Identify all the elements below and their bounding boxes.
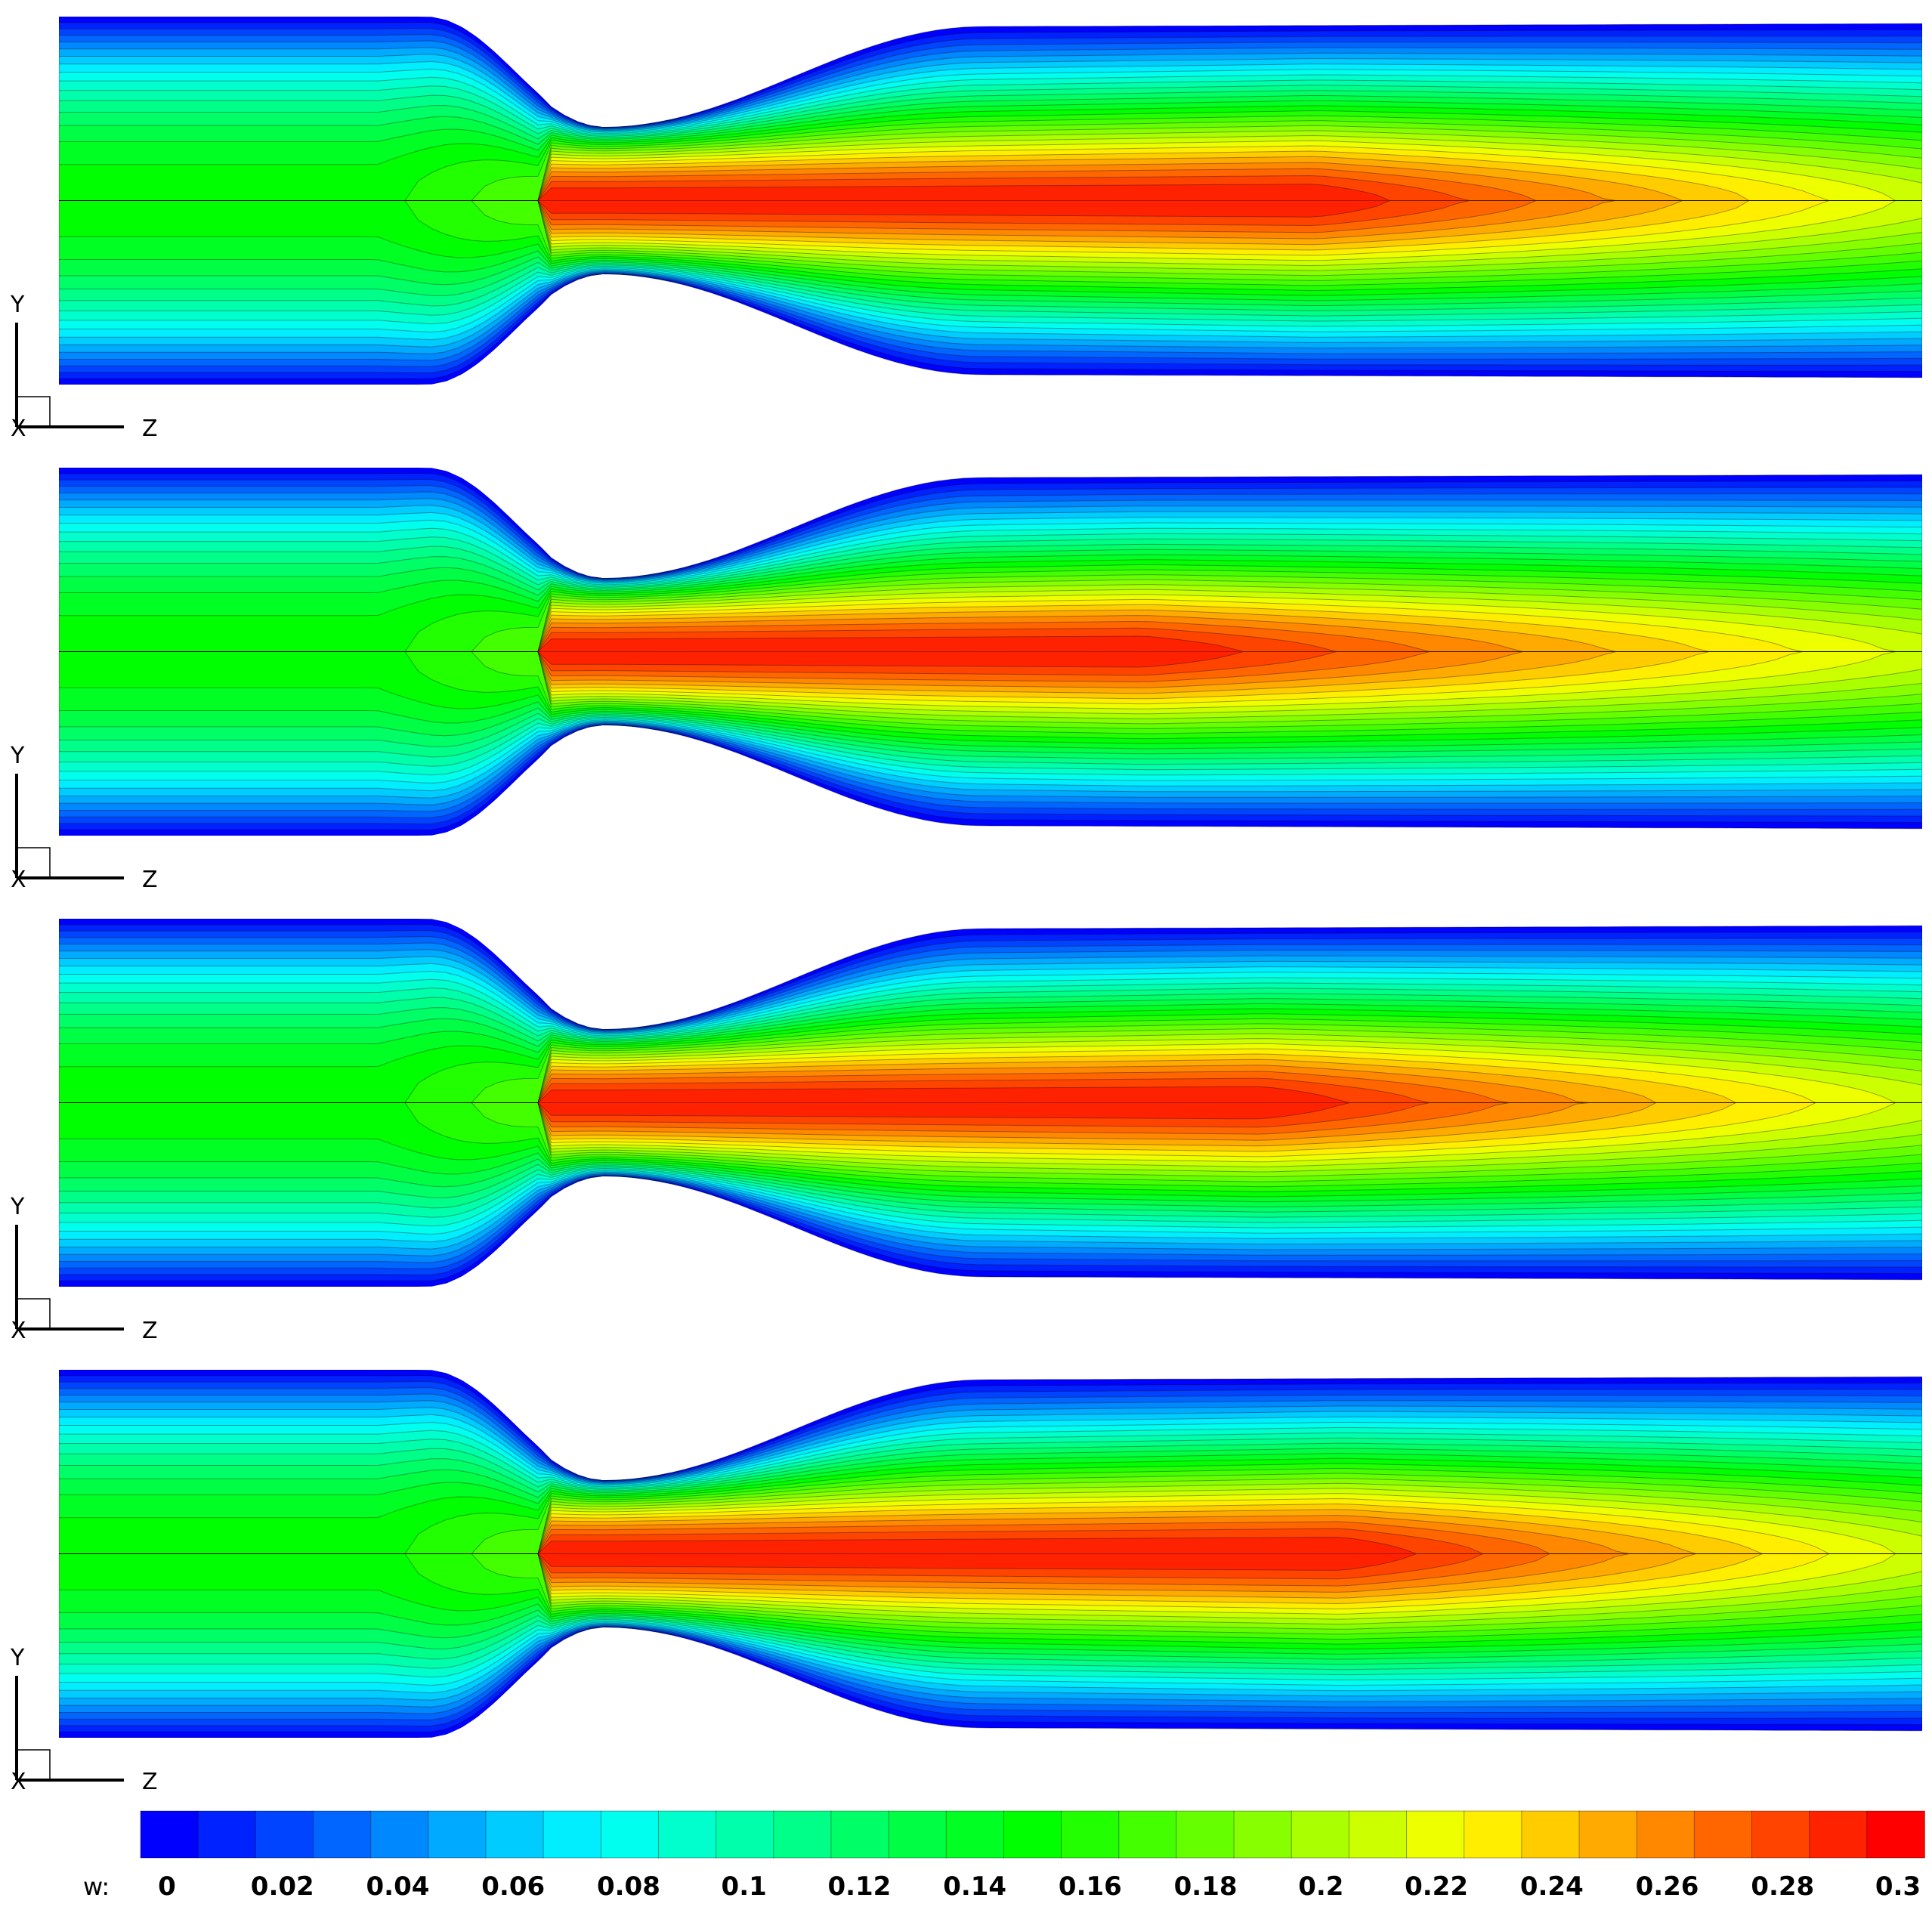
colorbar-cell [716,1810,774,1859]
colorbar-cell [1809,1810,1868,1859]
contour-panel: Y Z X [10,1370,1922,1795]
colorbar-cell [1003,1810,1062,1859]
x-axis-box [16,1749,51,1781]
contour-band [59,1537,1922,1571]
colorbar-cell [888,1810,947,1859]
colorbar-tick-label: 0.08 [597,1871,660,1902]
colorbar-tick-label: 0.3 [1875,1871,1921,1902]
contour-panels: Y Z X Y Z X Y Z X Y Z X [10,17,1922,1795]
axes-triad: Y Z X [10,292,158,442]
axes-triad: Y Z X [10,743,158,893]
axes-triad: Y Z X [10,1645,158,1795]
colorbar-tick-label: 0.18 [1174,1871,1238,1902]
axes-triad: Y Z X [10,1194,158,1344]
colorbar-cell [1118,1810,1177,1859]
y-axis-label: Y [10,1194,25,1220]
colorbar-cell [1348,1810,1408,1859]
colorbar-cell [657,1810,717,1859]
x-axis-label: X [11,1318,26,1344]
colorbar-cell [1521,1810,1581,1859]
x-axis-box [16,1298,51,1330]
colorbar-cell [543,1810,602,1859]
colorbar-tick-label: 0.28 [1751,1871,1814,1902]
colorbar-cell [1693,1810,1753,1859]
colorbar-cell [370,1810,429,1859]
colorbar-cell [773,1810,832,1859]
colorbar-tick-label: 0.12 [827,1871,891,1902]
colorbar-cell [1291,1810,1350,1859]
colorbar-cell [1751,1810,1810,1859]
colorbar-tick-label: 0 [158,1871,176,1902]
colorbar-cell [1464,1810,1522,1859]
z-axis-label: Z [142,867,158,893]
colorbar-cell [140,1810,199,1859]
colorbar-cell [1636,1810,1696,1859]
colorbar-cell [1406,1810,1465,1859]
contour-panel: Y Z X [10,17,1922,442]
contour-band [59,184,1922,218]
colorbar-variable-label: w: [83,1872,110,1901]
colorbar-cell [1578,1810,1638,1859]
colorbar-cell [312,1810,372,1859]
colorbar-cell [428,1810,487,1859]
colorbar-tick-label: 0.16 [1059,1871,1122,1902]
colorbar-cell [485,1810,545,1859]
colorbar-cell [600,1810,660,1859]
colorbar-tick-label: 0.24 [1520,1871,1584,1902]
z-axis-label: Z [142,1318,158,1344]
y-axis-label: Y [10,743,25,769]
x-axis-label: X [11,867,26,893]
colorbar-tick-label: 0.02 [251,1871,314,1902]
colorbar-cell [1233,1810,1293,1859]
x-axis-label: X [11,1769,26,1795]
colorbar-cell [1061,1810,1120,1859]
colorbar-cell [1866,1810,1925,1859]
colorbar-cell [945,1810,1005,1859]
colorbar-cell [830,1810,890,1859]
contour-band [59,1086,1922,1120]
colorbar-tick-label: 0.26 [1636,1871,1699,1902]
colorbar-tick-label: 0.14 [943,1871,1006,1902]
y-axis-label: Y [10,292,25,318]
x-axis-box [16,847,51,879]
y-axis-label: Y [10,1645,25,1671]
colorbar-cell [197,1810,257,1859]
colorbar: w: 0 0.02 0.04 0.06 0.08 0.1 0.12 0.14 0.16 0.18 0.… [83,1810,1925,1902]
contour-band [59,635,1922,668]
colorbar-tick-label: 0.04 [366,1871,430,1902]
colorbar-cell [1176,1810,1235,1859]
colorbar-cell [255,1810,314,1859]
z-axis-label: Z [142,416,158,442]
z-axis-label: Z [142,1769,158,1795]
contour-panel: Y Z X [10,468,1922,893]
colorbar-tick-label: 0.2 [1298,1871,1343,1902]
colorbar-tick-label: 0.06 [481,1871,545,1902]
contour-panel: Y Z X [10,919,1922,1344]
x-axis-label: X [11,416,26,442]
x-axis-box [16,396,51,428]
colorbar-tick-label: 0.22 [1405,1871,1468,1902]
colorbar-tick-label: 0.1 [722,1871,767,1902]
